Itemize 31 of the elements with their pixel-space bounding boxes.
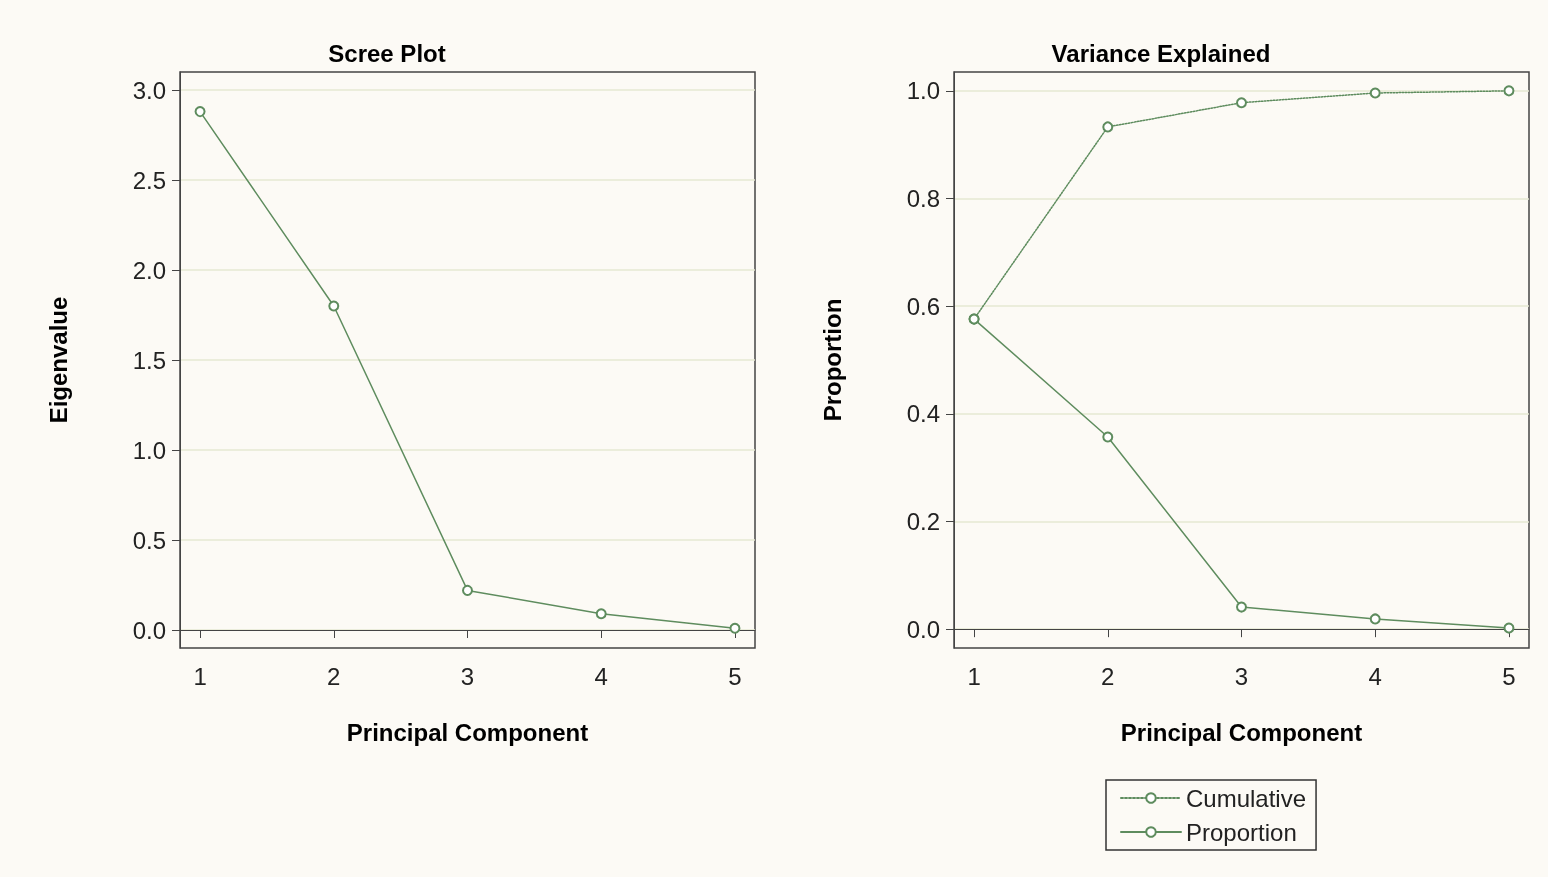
legend-label: Cumulative <box>1186 784 1307 812</box>
x-axis-title: Principal Component <box>346 718 589 746</box>
y-tick-label: 0.8 <box>906 185 940 212</box>
x-tick-label: 3 <box>1234 662 1249 690</box>
y-axis-title: Proportion <box>818 298 846 422</box>
y-tick-label: 1.0 <box>906 77 940 105</box>
chart-title: Variance Explained <box>1051 39 1271 67</box>
y-axis-title: Eigenvalue <box>44 296 72 424</box>
x-tick-label: 4 <box>594 662 608 690</box>
x-tick-label: 3 <box>460 662 475 690</box>
y-tick-label: 0.0 <box>132 616 166 644</box>
x-tick-label: 1 <box>193 662 207 690</box>
legend-label: Proportion <box>1186 818 1297 846</box>
y-tick-label: 0.2 <box>906 508 940 535</box>
y-tick-label: 1.0 <box>132 436 166 464</box>
x-tick-label: 1 <box>967 662 981 690</box>
chart-title: Scree Plot <box>328 39 446 67</box>
x-tick-label: 5 <box>1502 662 1516 690</box>
y-tick-label: 0.5 <box>132 526 166 554</box>
y-tick-label: 0.6 <box>906 292 940 320</box>
y-tick-label: 2.5 <box>132 166 166 194</box>
y-tick-label: 0.4 <box>906 400 940 428</box>
x-tick-label: 2 <box>1101 662 1115 690</box>
x-tick-label: 2 <box>327 662 341 690</box>
x-tick-label: 5 <box>728 662 742 690</box>
y-tick-label: 3.0 <box>132 76 166 104</box>
x-tick-label: 4 <box>1368 662 1382 690</box>
x-axis-title: Principal Component <box>1120 718 1363 746</box>
y-tick-label: 1.5 <box>132 346 166 374</box>
y-tick-label: 2.0 <box>132 256 166 284</box>
y-tick-label: 0.0 <box>906 615 940 643</box>
